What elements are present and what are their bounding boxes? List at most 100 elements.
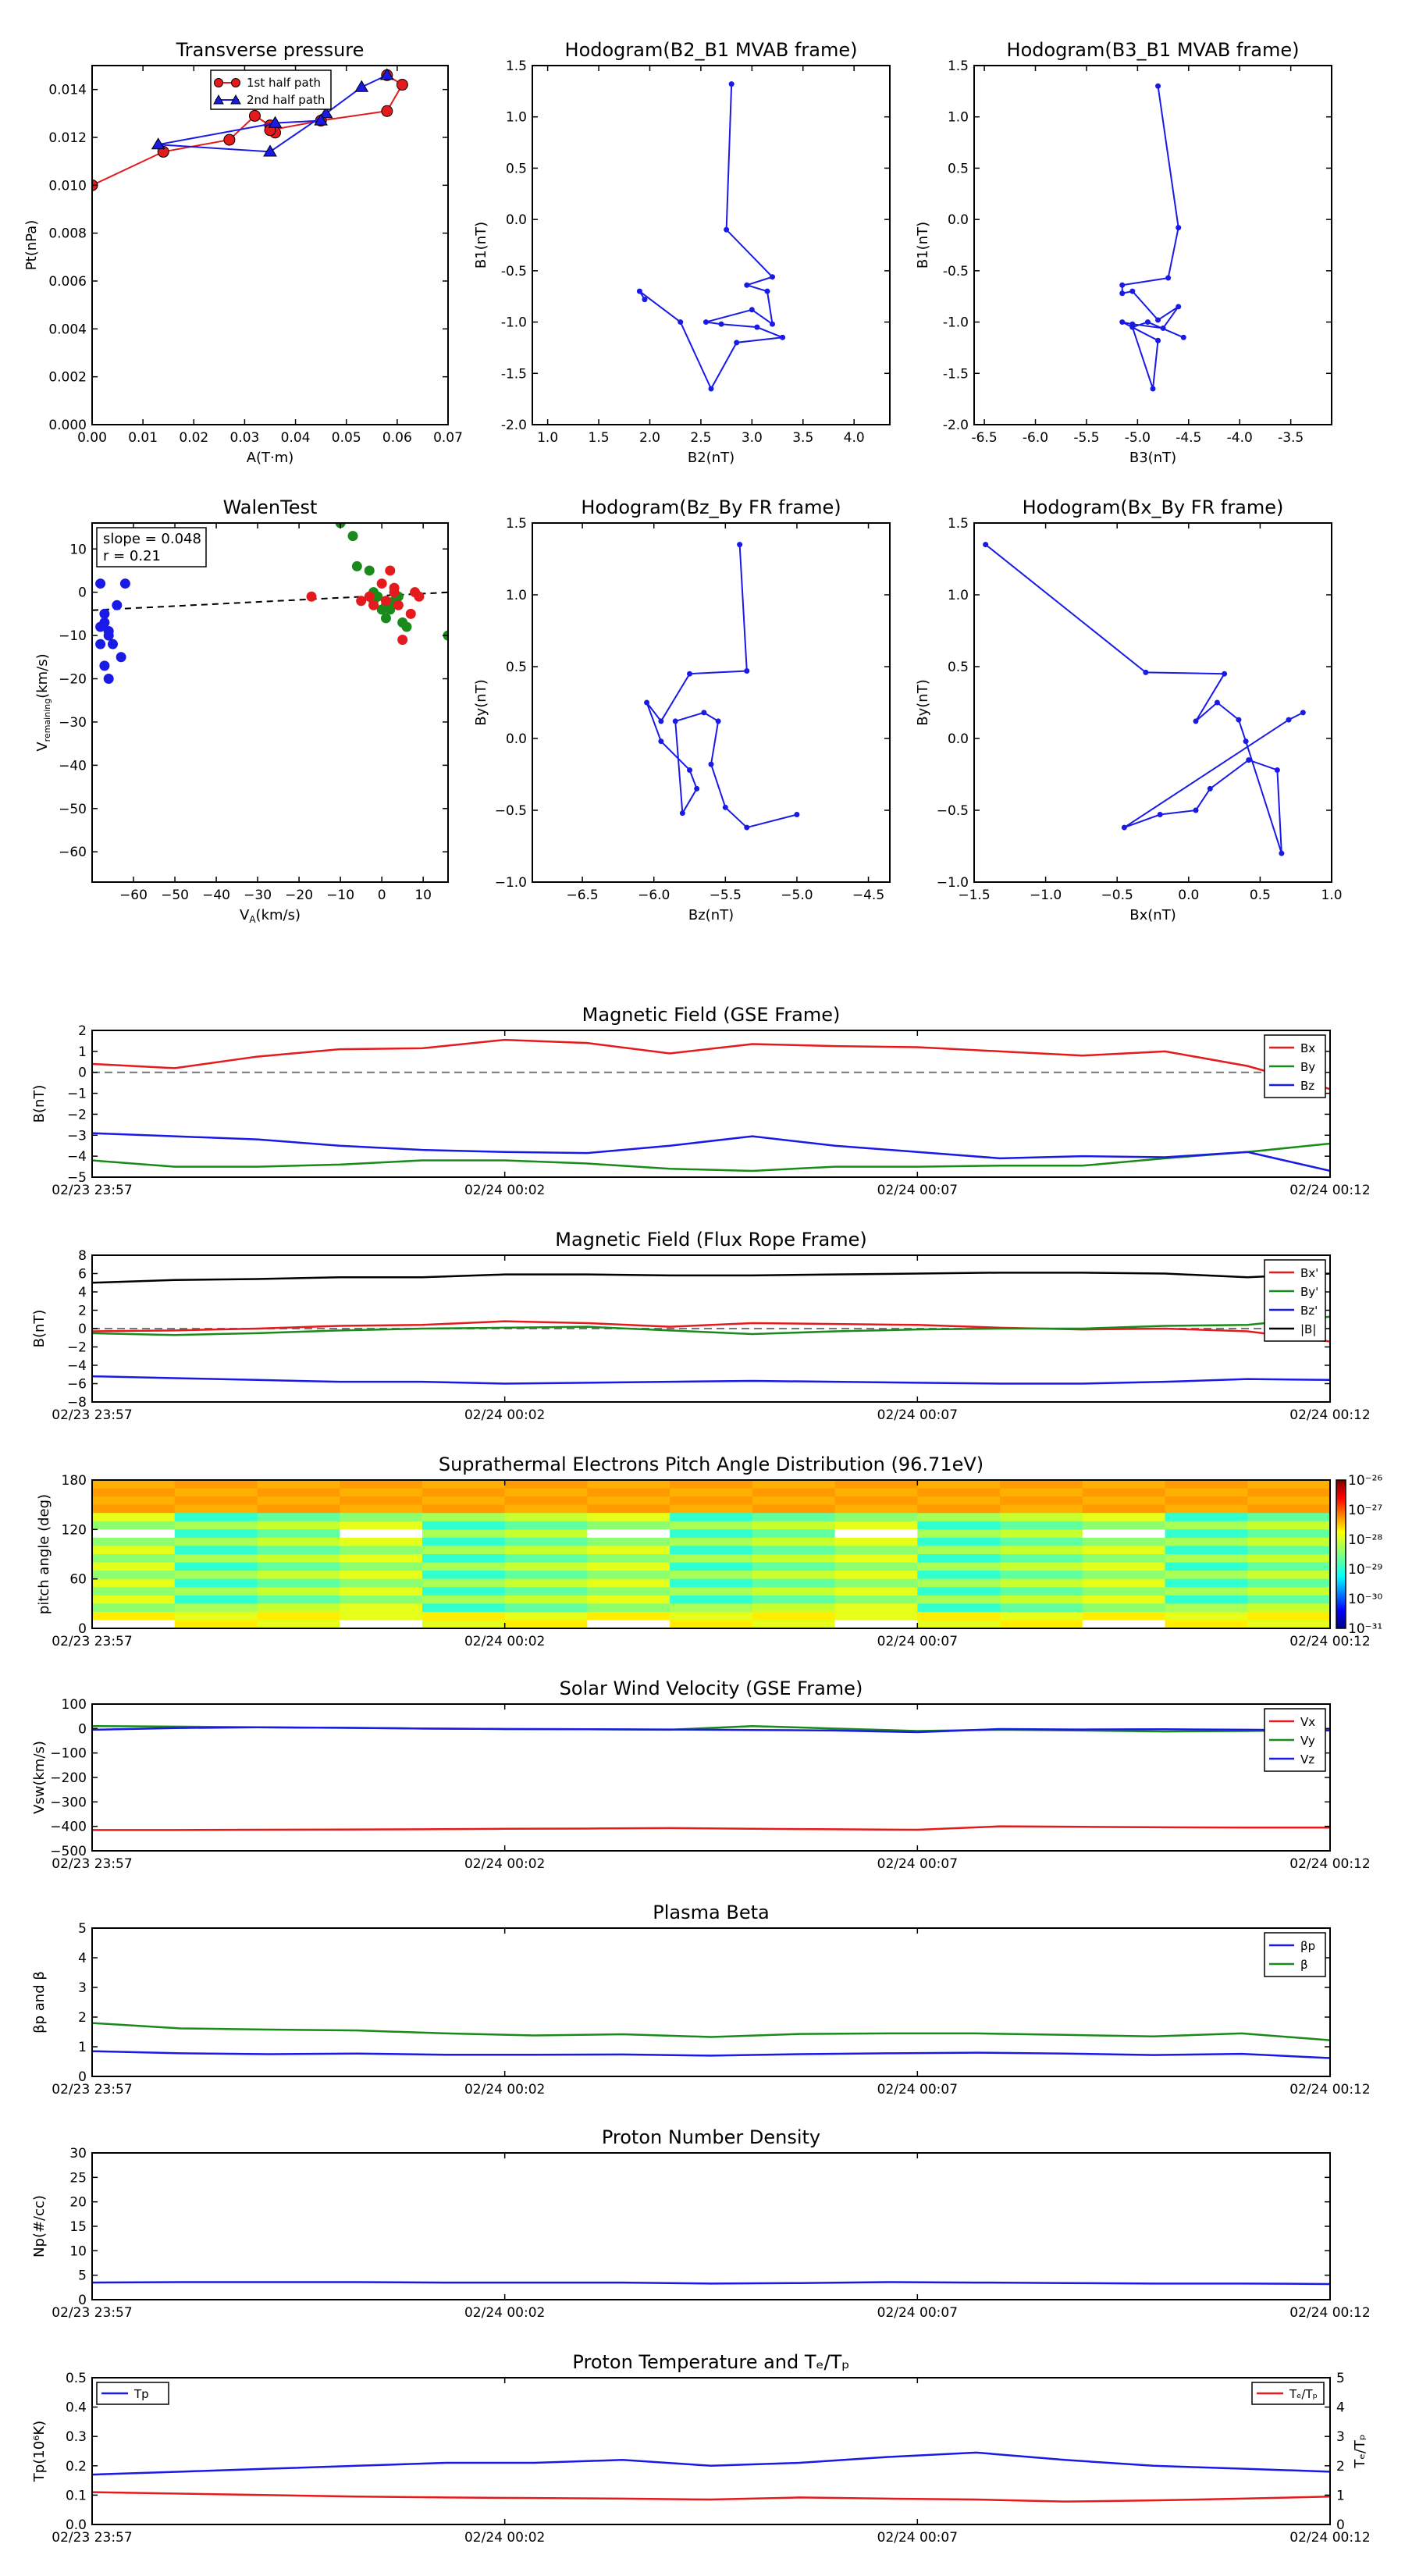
y-axis-label-right: Tₑ/Tₚ [1352,2434,1368,2468]
y-tick-label-right: 0 [1336,2517,1345,2533]
data-point [1193,718,1199,724]
y-tick-label: −6 [67,1377,87,1393]
x-tick-label: 1.5 [589,430,610,446]
heatmap-cell [670,1496,753,1506]
heatmap-cell [340,1620,423,1629]
pad-frame [91,1479,1331,1629]
data-point [1119,290,1126,297]
heatmap-cell [670,1513,753,1522]
x-tick-label: 0.06 [382,430,412,446]
series-line-1 [92,1142,1330,1172]
heatmap-cell [504,1611,588,1621]
y-tick-label: 0.0 [506,212,527,228]
y-tick-label: 0.010 [48,178,87,194]
h1-panel: Hodogram(B2_B1 MVAB frame) 1.0 1.5 2.0 2.5 3.… [473,39,891,466]
heatmap-cell [257,1504,340,1514]
heatmap-cell [1000,1488,1083,1497]
y-tick-label: -1.5 [501,366,527,382]
y-tick-label: -1.0 [943,315,969,331]
series-line-1 [92,1315,1330,1336]
time-tick-label: 02/24 00:02 [464,2082,545,2097]
heatmap-cell [340,1480,423,1489]
heatmap-cell [670,1571,753,1580]
x-tick-label: 0.0 [1178,888,1199,903]
heatmap-cell [834,1554,918,1564]
heatmap-cell [340,1537,423,1547]
heatmap-cell [257,1496,340,1506]
heatmap-cell [834,1496,918,1506]
y-tick-label: 1 [78,1044,87,1060]
data-point [1121,824,1127,831]
y-tick-label: 25 [69,2170,87,2186]
time-tick-label: 02/23 23:57 [52,1856,132,1872]
time-tick-label: 02/24 00:02 [464,1407,545,1423]
y-axis-label: Pt(nPa) [23,220,40,270]
data-point [385,565,396,576]
legend-label: Bz [1300,1079,1314,1093]
data-point [983,542,989,548]
heatmap-cell [340,1529,423,1539]
series-line-0 [1121,86,1184,390]
y-tick-label: −1.0 [937,875,969,891]
y-tick-label: 10 [69,542,87,557]
fit-line [92,591,448,611]
data-point [1246,757,1252,763]
heatmap-cell [1247,1480,1331,1489]
heatmap-cell [1000,1504,1083,1514]
data-point [754,324,760,330]
y-tick-label: 1.5 [948,516,969,532]
data-point [737,542,743,548]
legend-label: Vy [1300,1734,1315,1748]
data-point [103,674,114,685]
data-point [354,80,369,92]
heatmap-cell [670,1554,753,1564]
data-point [380,596,391,607]
legend-label: 2nd half path [247,93,325,107]
heatmap-cell [1082,1529,1166,1539]
heatmap-cell [587,1595,670,1604]
data-point [1243,738,1249,745]
heatmap-cell [422,1571,506,1580]
legend-label: Vx [1300,1715,1315,1729]
heatmap-cell [92,1587,176,1596]
heatmap-cell [1000,1480,1083,1489]
heatmap-cell [422,1537,506,1547]
heatmap-cell [422,1546,506,1555]
heatmap-cell [670,1480,753,1489]
heatmap-cell [752,1587,836,1596]
h3-panel: Hodogram(Bz_By FR frame) −6.5 −6.0 −5.5 −5.0… [473,496,891,923]
heatmap-cell [1165,1578,1248,1588]
y-tick-label: 0.002 [48,370,87,386]
heatmap-cell [1165,1571,1248,1580]
heatmap-cell [92,1571,176,1580]
heatmap-cell [340,1587,423,1596]
legend-label: Bx' [1300,1266,1318,1280]
time-tick-label: 02/24 00:07 [877,1407,958,1423]
heatmap-cell [92,1611,176,1621]
heatmap-cell [1247,1554,1331,1564]
series-line-1 [92,2022,1330,2041]
x-tick-label: -6.5 [971,430,997,446]
x-tick-label: −5.5 [710,888,742,903]
data-point [1180,334,1186,340]
heatmap-cell [752,1504,836,1514]
y-tick-label: −8 [67,1395,87,1411]
heatmap-cell [917,1578,1001,1588]
legend-box [210,69,332,110]
heatmap-cell [1165,1595,1248,1604]
heatmap-cell [1247,1587,1331,1596]
heatmap-cell [1165,1620,1248,1629]
heatmap-cell [1247,1546,1331,1555]
y-tick-label: 0.5 [506,660,527,675]
data-point [1155,317,1161,323]
legend-marker [231,78,240,87]
heatmap-cell [422,1480,506,1489]
h1-plot-area [636,81,786,392]
heatmap-cell [752,1562,836,1571]
heatmap-cell [257,1562,340,1571]
y-tick-label: −3 [67,1128,87,1144]
data-point [708,386,714,392]
heatmap-cell [92,1562,176,1571]
heatmap-cell [340,1504,423,1514]
